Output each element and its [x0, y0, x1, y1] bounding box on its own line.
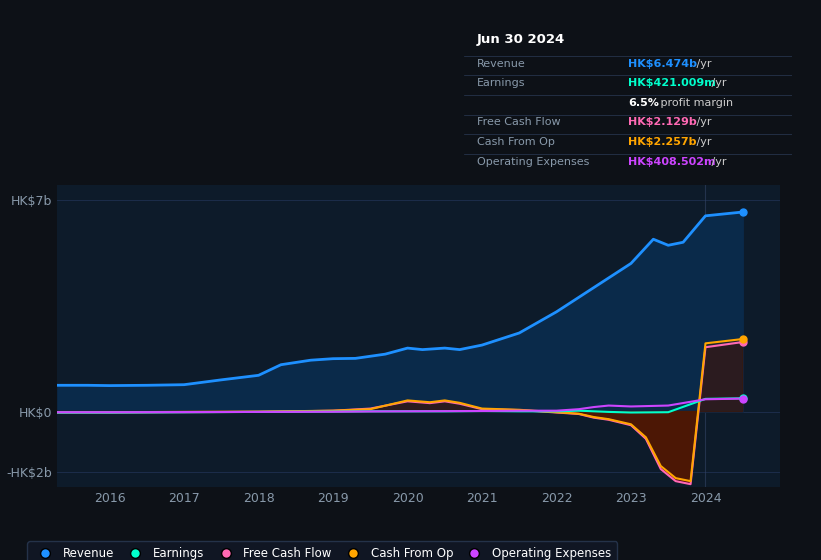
Text: /yr: /yr [708, 157, 726, 167]
Text: /yr: /yr [708, 78, 726, 88]
Text: HK$2.129b: HK$2.129b [628, 118, 697, 128]
Text: Revenue: Revenue [477, 59, 525, 68]
Text: Cash From Op: Cash From Op [477, 137, 555, 147]
Text: 6.5%: 6.5% [628, 98, 659, 108]
Text: /yr: /yr [693, 137, 712, 147]
Text: Operating Expenses: Operating Expenses [477, 157, 589, 167]
Text: Earnings: Earnings [477, 78, 525, 88]
Text: /yr: /yr [693, 59, 712, 68]
Text: HK$2.257b: HK$2.257b [628, 137, 696, 147]
Text: Jun 30 2024: Jun 30 2024 [477, 33, 565, 46]
Text: Free Cash Flow: Free Cash Flow [477, 118, 561, 128]
Text: HK$421.009m: HK$421.009m [628, 78, 716, 88]
Text: /yr: /yr [693, 118, 712, 128]
Legend: Revenue, Earnings, Free Cash Flow, Cash From Op, Operating Expenses: Revenue, Earnings, Free Cash Flow, Cash … [27, 541, 617, 560]
Text: HK$408.502m: HK$408.502m [628, 157, 716, 167]
Text: profit margin: profit margin [657, 98, 733, 108]
Text: HK$6.474b: HK$6.474b [628, 59, 697, 68]
